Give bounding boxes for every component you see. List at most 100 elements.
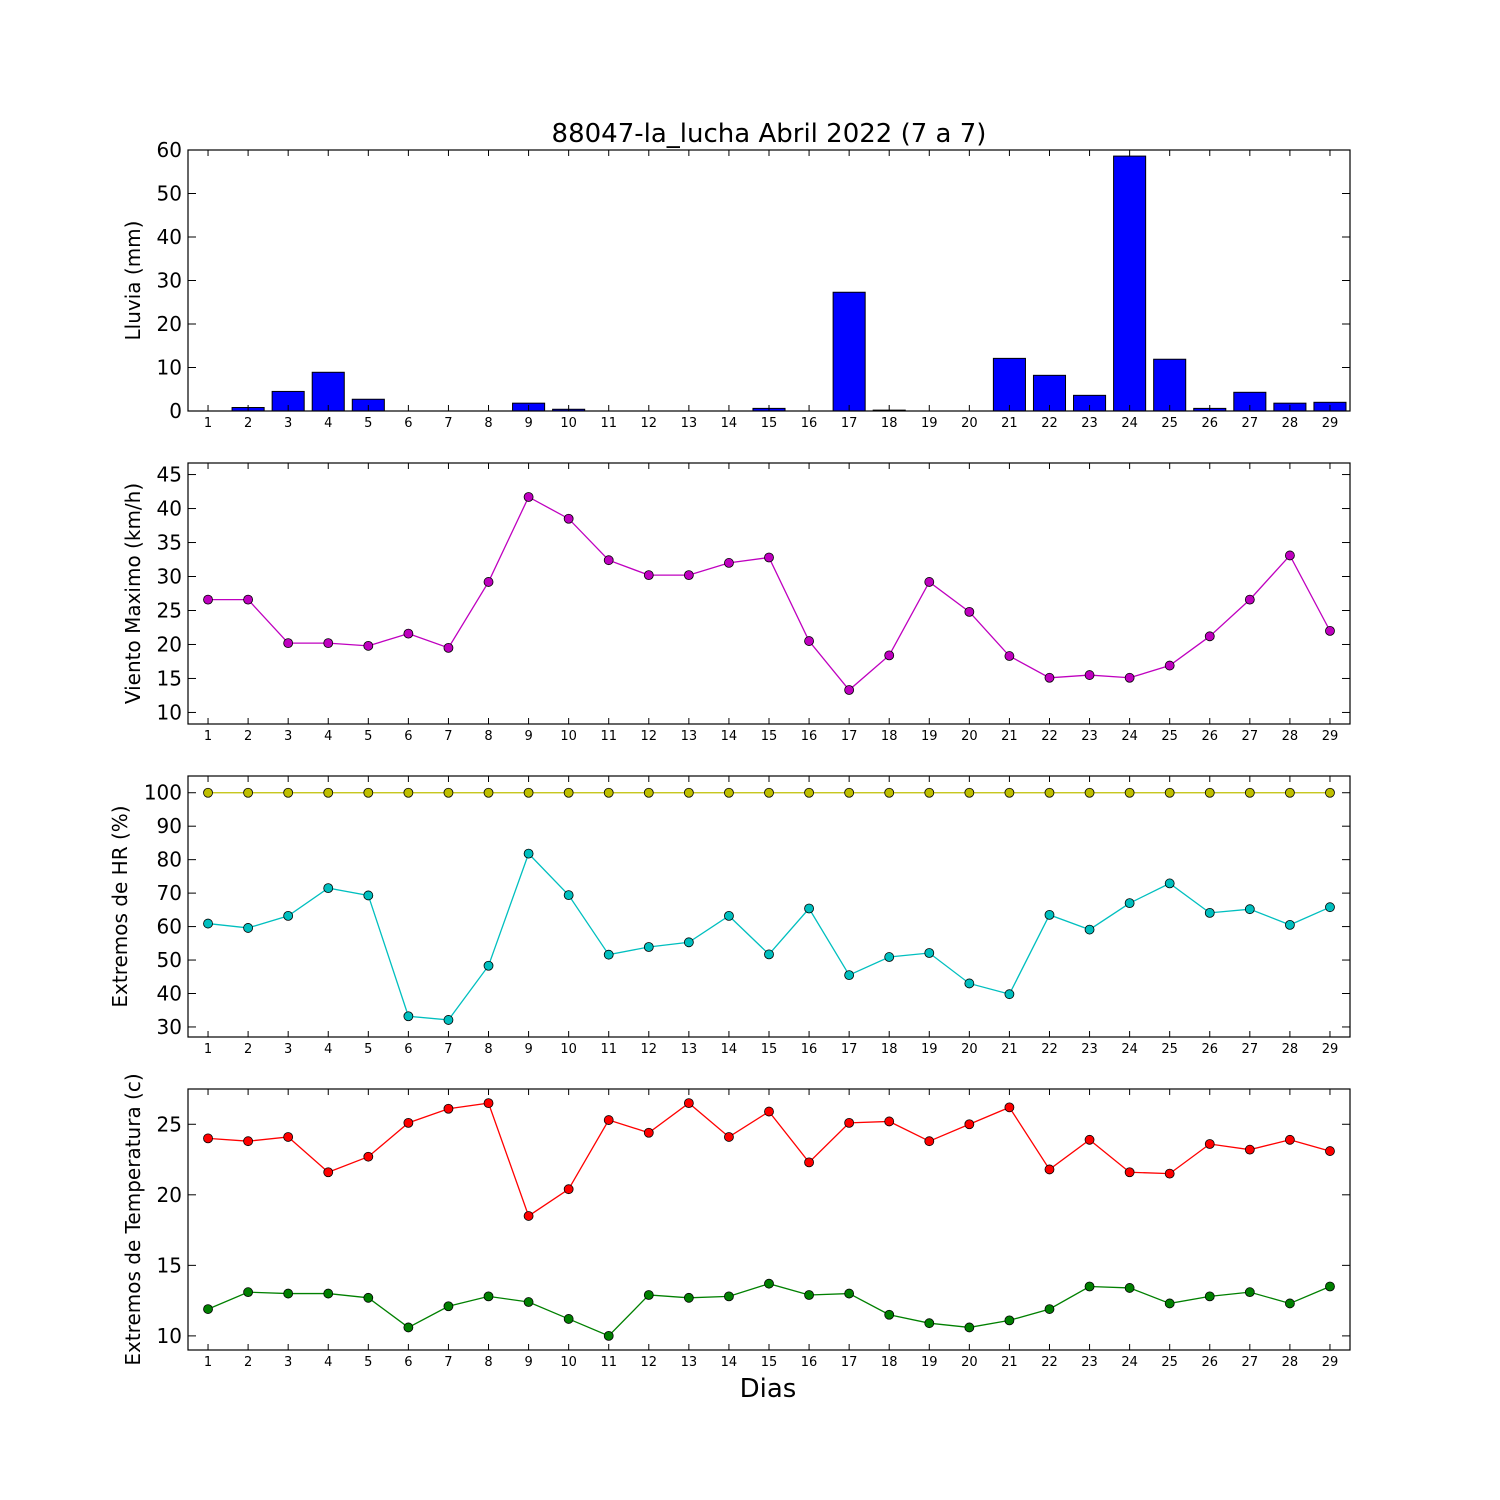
point-series-1-day-4 — [323, 1167, 334, 1178]
point-series-1-day-15 — [764, 552, 774, 563]
x-tick-label: 17 — [841, 1042, 858, 1057]
x-tick-label: 9 — [524, 416, 532, 431]
y-tick-label: 20 — [157, 632, 182, 656]
point-series-1-day-13 — [683, 570, 694, 581]
y-tick-label: 50 — [157, 948, 182, 972]
y-tick-label: 25 — [157, 1112, 182, 1136]
point-series-1-day-11 — [603, 1115, 614, 1125]
y-tick-label: 40 — [157, 225, 182, 249]
x-tick-label: 3 — [284, 1042, 292, 1057]
y-tick-label: 80 — [157, 848, 182, 872]
x-tick-label: 2 — [244, 1042, 252, 1057]
point-series-2-day-13 — [683, 937, 694, 948]
series-line-2 — [207, 852, 1331, 1021]
point-series-1-day-27 — [1244, 594, 1255, 605]
point-series-2-day-3 — [283, 1288, 294, 1299]
x-tick-label: 28 — [1282, 416, 1299, 431]
point-series-2-day-19 — [924, 948, 935, 958]
x-tick-label: 4 — [324, 1355, 332, 1370]
point-series-2-day-3 — [283, 910, 294, 921]
x-tick-label: 7 — [444, 729, 452, 744]
point-series-1-day-7 — [443, 642, 454, 653]
x-tick-label: 13 — [681, 729, 698, 744]
point-series-1-day-1 — [203, 787, 213, 798]
point-series-2-day-17 — [844, 1288, 855, 1299]
x-tick-label: 9 — [524, 729, 532, 744]
point-series-2-day-12 — [643, 942, 654, 952]
x-tick-label: 15 — [761, 416, 778, 431]
y-tick-label: 30 — [157, 565, 182, 589]
point-series-1-day-6 — [403, 628, 414, 639]
y-tick-label: 10 — [157, 356, 182, 380]
x-tick-label: 27 — [1242, 1042, 1259, 1057]
point-series-1-day-12 — [643, 570, 654, 581]
x-tick-label: 6 — [404, 729, 412, 744]
x-tick-label: 3 — [284, 1355, 292, 1370]
x-tick-label: 23 — [1081, 1042, 1098, 1057]
x-tick-label: 13 — [681, 416, 698, 431]
chart-title: 88047-la_lucha Abril 2022 (7 a 7) — [552, 119, 987, 149]
x-tick-label: 22 — [1041, 729, 1058, 744]
x-tick-label: 22 — [1041, 1355, 1058, 1370]
x-tick-label: 5 — [364, 729, 372, 744]
x-tick-label: 1 — [204, 416, 212, 431]
x-tick-label: 29 — [1322, 729, 1339, 744]
point-series-1-day-16 — [804, 636, 814, 646]
y-tick-label: 35 — [157, 531, 182, 555]
point-series-1-day-5 — [363, 1151, 374, 1162]
point-series-2-day-22 — [1044, 1304, 1055, 1314]
point-series-1-day-10 — [563, 513, 574, 524]
point-series-2-day-23 — [1084, 924, 1095, 935]
point-series-1-day-28 — [1285, 787, 1295, 798]
y-tick-label: 20 — [157, 1183, 182, 1207]
x-tick-label: 28 — [1282, 1355, 1299, 1370]
point-series-2-day-9 — [523, 848, 534, 859]
x-tick-label: 10 — [560, 416, 577, 431]
x-tick-label: 22 — [1041, 416, 1058, 431]
point-series-1-day-25 — [1164, 787, 1175, 798]
plot-frame — [187, 462, 1351, 725]
point-series-1-day-26 — [1204, 1139, 1215, 1149]
x-tick-label: 11 — [600, 1355, 617, 1370]
point-series-1-day-9 — [523, 492, 534, 502]
point-series-1-day-23 — [1084, 1134, 1095, 1145]
x-tick-label: 22 — [1041, 1042, 1058, 1057]
point-series-1-day-21 — [1004, 787, 1015, 798]
bar-day-24 — [1113, 155, 1147, 412]
point-series-1-day-2 — [243, 594, 254, 605]
y-axis-label: Extremos de Temperatura (c) — [121, 1073, 145, 1365]
x-tick-label: 12 — [641, 729, 658, 744]
point-series-1-day-20 — [964, 606, 975, 617]
point-series-2-day-5 — [363, 1292, 374, 1303]
point-series-2-day-25 — [1164, 878, 1175, 889]
point-series-1-day-4 — [323, 787, 334, 798]
x-tick-label: 27 — [1242, 1355, 1259, 1370]
x-tick-label: 1 — [204, 729, 212, 744]
x-tick-label: 18 — [881, 1355, 898, 1370]
x-tick-label: 3 — [284, 729, 292, 744]
point-series-2-day-2 — [243, 923, 254, 933]
x-tick-label: 23 — [1081, 416, 1098, 431]
x-tick-label: 17 — [841, 729, 858, 744]
point-series-2-day-20 — [964, 1322, 975, 1333]
point-series-1-day-15 — [764, 787, 774, 798]
point-series-1-day-1 — [203, 1133, 213, 1144]
x-tick-label: 23 — [1081, 1355, 1098, 1370]
y-tick-label: 30 — [157, 1015, 182, 1039]
x-tick-label: 18 — [881, 729, 898, 744]
point-series-1-day-11 — [603, 555, 614, 566]
point-series-1-day-29 — [1325, 787, 1335, 798]
x-tick-label: 15 — [761, 729, 778, 744]
point-series-1-day-28 — [1285, 550, 1295, 561]
point-series-1-day-16 — [804, 1157, 814, 1168]
x-tick-label: 12 — [641, 416, 658, 431]
y-axis-label: Extremos de HR (%) — [108, 805, 132, 1007]
x-tick-label: 11 — [600, 729, 617, 744]
point-series-2-day-8 — [483, 960, 494, 971]
x-tick-label: 4 — [324, 729, 332, 744]
x-tick-label: 3 — [284, 416, 292, 431]
x-tick-label: 11 — [600, 1042, 617, 1057]
